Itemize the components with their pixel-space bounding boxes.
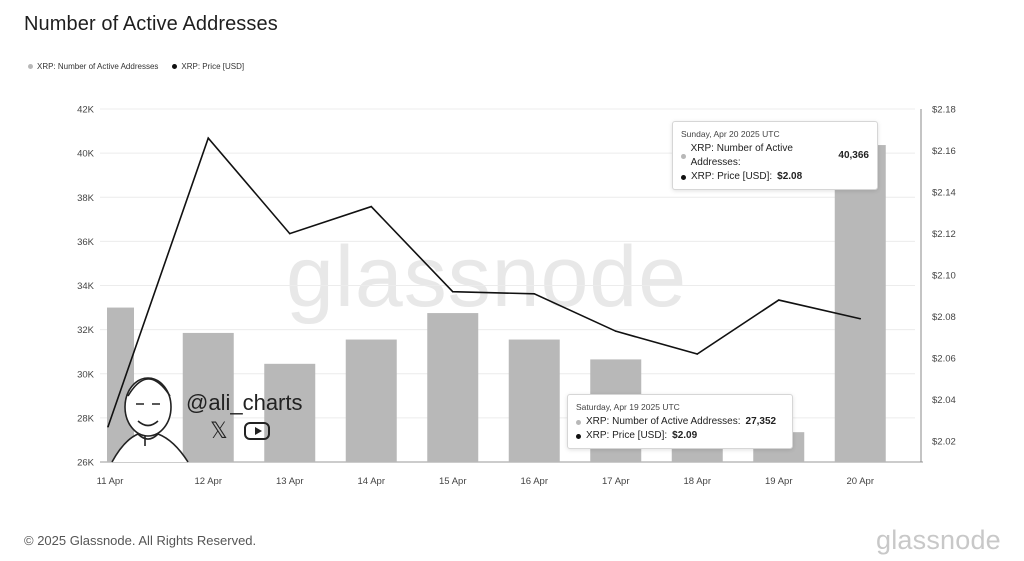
tooltip-row-addresses: XRP: Number of Active Addresses: 27,352 bbox=[576, 415, 784, 429]
bar bbox=[182, 332, 234, 462]
price-point bbox=[533, 293, 536, 295]
y-left-tick-label: 26K bbox=[77, 458, 95, 469]
bar bbox=[345, 339, 397, 462]
price-point bbox=[207, 137, 210, 139]
tooltip-price-label: XRP: Price [USD]: bbox=[691, 171, 773, 182]
bar bbox=[508, 339, 560, 462]
tooltip-addresses-value: 40,366 bbox=[838, 150, 869, 161]
tooltip-swatch-price bbox=[681, 174, 686, 180]
y-left-tick-label: 36K bbox=[77, 237, 95, 248]
price-point bbox=[859, 317, 862, 320]
price-point bbox=[288, 232, 291, 235]
tooltip-apr-19: Saturday, Apr 19 2025 UTC XRP: Number of… bbox=[567, 394, 793, 449]
social-handle: @ali_charts bbox=[186, 390, 303, 415]
chart-title: Number of Active Addresses bbox=[24, 13, 278, 35]
y-left-tick-label: 28K bbox=[77, 413, 95, 424]
y-right-tick-label: $2.02 bbox=[932, 437, 956, 448]
y-left-tick-label: 38K bbox=[77, 193, 95, 204]
y-right-tick-label: $2.06 bbox=[932, 354, 956, 365]
y-right-tick-label: $2.18 bbox=[932, 105, 956, 116]
tooltip-swatch-addresses bbox=[681, 153, 686, 159]
price-point bbox=[451, 290, 454, 293]
x-tick-label: 16 Apr bbox=[521, 476, 548, 487]
legend-swatch-addresses bbox=[28, 64, 33, 69]
bar bbox=[427, 313, 479, 462]
tooltip-date: Saturday, Apr 19 2025 UTC bbox=[576, 402, 680, 412]
price-line bbox=[107, 136, 861, 427]
x-tick-label: 15 Apr bbox=[439, 476, 466, 487]
tooltip-addresses-label: XRP: Number of Active Addresses: bbox=[586, 416, 741, 427]
legend-item-addresses[interactable]: XRP: Number of Active Addresses bbox=[28, 62, 158, 71]
x-tick-label: 12 Apr bbox=[195, 476, 222, 487]
legend-label-addresses: XRP: Number of Active Addresses bbox=[37, 62, 159, 71]
bar bbox=[264, 363, 316, 462]
tooltip-row-price: XRP: Price [USD]: $2.08 bbox=[681, 170, 869, 184]
x-tick-label: 11 Apr bbox=[97, 476, 124, 487]
tooltip-price-value: $2.09 bbox=[672, 430, 698, 441]
brand-logo: glassnode bbox=[876, 525, 1001, 555]
tooltip-swatch-price bbox=[576, 433, 581, 439]
tooltip-row-addresses: XRP: Number of Active Addresses: 40,366 bbox=[681, 142, 869, 170]
x-tick-label: 18 Apr bbox=[684, 476, 711, 487]
price-point bbox=[777, 299, 780, 301]
bar bbox=[834, 145, 886, 463]
y-right-tick-label: $2.14 bbox=[932, 188, 956, 199]
tooltip-addresses-value: 27,352 bbox=[745, 416, 777, 427]
price-point bbox=[696, 353, 699, 355]
tooltip-row-price: XRP: Price [USD]: $2.09 bbox=[576, 429, 784, 443]
social-icons: 𝕏 bbox=[210, 420, 270, 442]
y-left-tick-label: 34K bbox=[77, 281, 95, 292]
tooltip-price-value: $2.08 bbox=[777, 171, 803, 182]
tooltip-price-label: XRP: Price [USD]: bbox=[586, 430, 668, 441]
legend-label-price: XRP: Price [USD] bbox=[181, 62, 245, 71]
watermark: glassnode bbox=[286, 229, 688, 325]
bar bbox=[107, 307, 134, 462]
x-tick-label: 20 Apr bbox=[847, 476, 874, 487]
y-right-tick-label: $2.12 bbox=[932, 229, 956, 240]
legend-swatch-price bbox=[172, 64, 178, 69]
copyright-footer: © 2025 Glassnode. All Rights Reserved. bbox=[24, 533, 257, 548]
x-logo-icon[interactable]: 𝕏 bbox=[210, 418, 228, 443]
legend-item-price[interactable]: XRP: Price [USD] bbox=[172, 62, 244, 71]
price-point bbox=[614, 330, 617, 332]
y-right-tick-label: $2.08 bbox=[932, 312, 956, 323]
x-tick-label: 13 Apr bbox=[276, 476, 303, 487]
tooltip-date: Sunday, Apr 20 2025 UTC bbox=[681, 129, 780, 139]
x-tick-label: 17 Apr bbox=[602, 476, 629, 487]
y-right-tick-label: $2.10 bbox=[932, 271, 956, 282]
y-left-tick-label: 32K bbox=[77, 325, 95, 336]
price-point bbox=[370, 205, 373, 208]
x-tick-label: 19 Apr bbox=[765, 476, 792, 487]
tooltip-swatch-addresses bbox=[576, 419, 581, 425]
tooltip-addresses-label: XRP: Number of Active Addresses: bbox=[690, 143, 793, 168]
y-left-tick-label: 40K bbox=[77, 149, 95, 160]
y-right-tick-label: $2.04 bbox=[932, 395, 956, 406]
price-point bbox=[107, 425, 109, 428]
youtube-icon[interactable] bbox=[243, 422, 270, 440]
y-left-tick-label: 42K bbox=[77, 105, 95, 116]
tooltip-apr-20: Sunday, Apr 20 2025 UTC XRP: Number of A… bbox=[672, 121, 878, 190]
legend: XRP: Number of Active Addresses XRP: Pri… bbox=[28, 62, 244, 71]
x-tick-label: 14 Apr bbox=[358, 476, 385, 487]
y-right-tick-label: $2.16 bbox=[932, 146, 956, 157]
y-left-tick-label: 30K bbox=[77, 369, 95, 380]
